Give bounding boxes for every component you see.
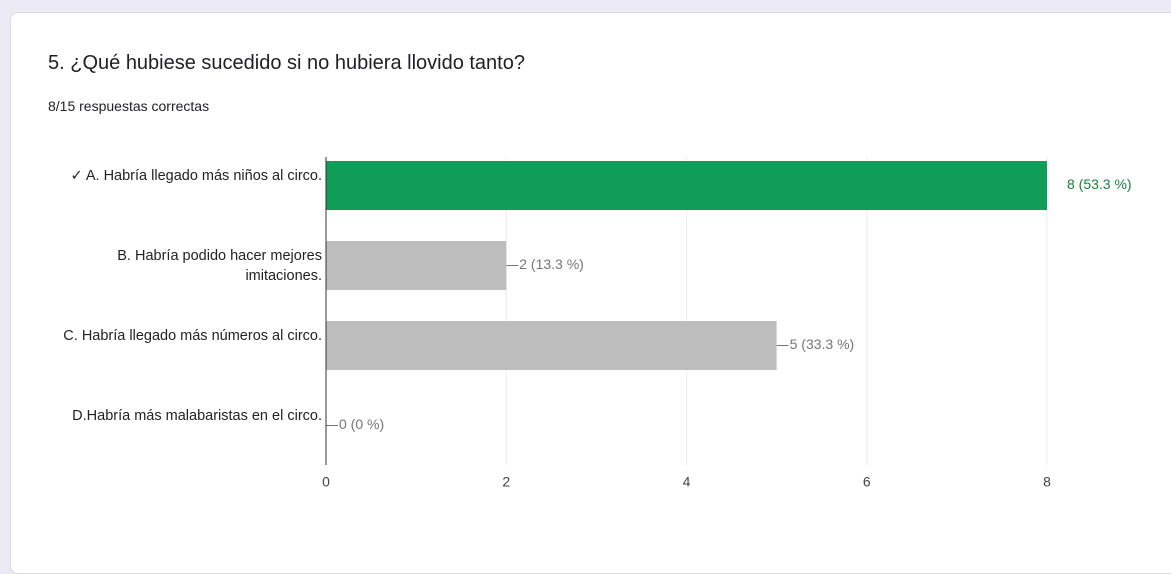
x-tick-label: 2: [502, 474, 510, 490]
value-label: 2 (13.3 %): [519, 256, 584, 272]
value-label: 5 (33.3 %): [790, 336, 855, 352]
x-tick-label: 0: [322, 474, 330, 490]
x-tick-label: 6: [863, 474, 871, 490]
x-tick-label: 8: [1043, 474, 1051, 490]
question-title: 5. ¿Qué hubiese sucedido si no hubiera l…: [48, 52, 525, 74]
page: 5. ¿Qué hubiese sucedido si no hubiera l…: [10, 12, 1171, 574]
score-text: 8/15 respuestas correctas: [48, 98, 210, 114]
category-label: ✓ A. Habría llegado más niños al circo.: [70, 167, 322, 184]
category-label: C. Habría llegado más números al circo.: [63, 327, 322, 344]
value-label: 0 (0 %): [339, 416, 384, 432]
chart: 0 2 4 6 8 8 (53.3 %) 2 (13.3 %) 5 (33.3 %) 0 (0 …: [322, 157, 1132, 490]
x-tick-label: 4: [683, 474, 691, 490]
bar: [326, 321, 777, 370]
value-label: 8 (53.3 %): [1067, 176, 1132, 192]
category-label: D.Habría más malabaristas en el circo.: [72, 407, 322, 424]
question-card: [10, 12, 1171, 574]
bar: [326, 161, 1047, 210]
category-label: B. Habría podido hacer mejores imitacion…: [117, 247, 322, 284]
bar: [326, 241, 507, 290]
